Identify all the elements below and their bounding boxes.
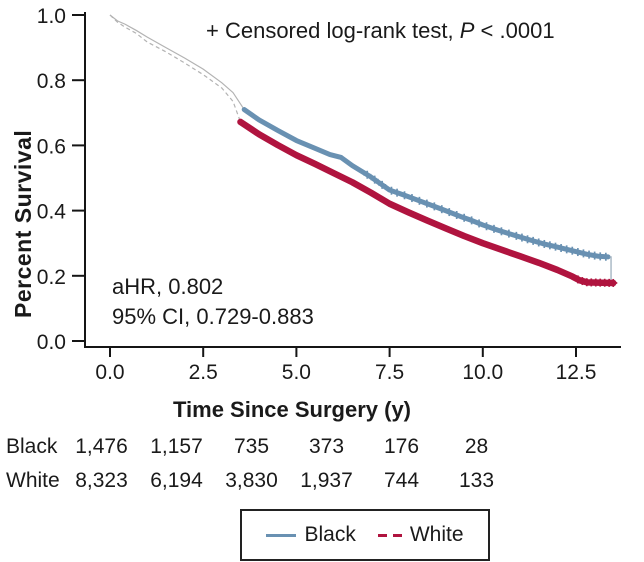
ahr-value: aHR, 0.802	[112, 274, 224, 299]
risk-count: 1,476	[75, 435, 128, 458]
white-curve	[237, 118, 617, 287]
legend: Black White	[240, 509, 490, 561]
censored-annotation-p: P	[459, 18, 475, 43]
y-tick-label: 0.4	[37, 201, 67, 224]
y-tick-label: 0.8	[37, 70, 66, 93]
number-at-risk-table: Black 1,476 1,157 735 373 176 28 White 8,323 6,19…	[0, 430, 644, 498]
legend-dashed-line-swatch	[377, 533, 402, 537]
risk-count: 3,830	[225, 469, 278, 492]
x-tick-label: 5.0	[282, 361, 311, 384]
x-tick-label: 10.0	[462, 361, 503, 384]
risk-count: 28	[464, 435, 489, 458]
censored-annotation: + Censored log-rank test, P < .0001	[206, 18, 555, 44]
risk-count: 744	[383, 469, 420, 492]
risk-count: 1,157	[150, 435, 203, 458]
x-tick-label: 7.5	[375, 361, 404, 384]
y-axis-title: Percent Survival	[10, 129, 36, 318]
x-tick-label: 2.5	[189, 361, 218, 384]
x-tick-label: 0.0	[95, 361, 124, 384]
censored-annotation-prefix: + Censored log-rank test,	[206, 18, 460, 43]
black-curve	[241, 107, 611, 260]
censored-annotation-suffix: < .0001	[474, 18, 555, 43]
confidence-interval: 95% CI, 0.729-0.883	[112, 304, 314, 329]
risk-count: 373	[308, 435, 345, 458]
risk-row-black: Black 1,476 1,157 735 373 176 28	[0, 430, 644, 464]
risk-row-white: White 8,323 6,194 3,830 1,937 744 133	[0, 464, 644, 498]
legend-item-white: White	[377, 523, 464, 547]
y-tick-label: 0.2	[37, 266, 66, 289]
x-tick-label: 12.5	[556, 361, 597, 384]
risk-count: 6,194	[150, 469, 203, 492]
y-tick-label: 0.0	[37, 331, 66, 354]
white-curve-lead-in	[109, 14, 242, 123]
legend-label: White	[409, 523, 464, 546]
hazard-ratio-annotation: aHR, 0.802 95% CI, 0.729-0.883	[112, 272, 314, 332]
black-curve-lead-in	[109, 14, 245, 110]
black-curve-final-step	[608, 256, 612, 280]
risk-row-label: White	[6, 469, 60, 492]
risk-count: 735	[233, 435, 270, 458]
survival-chart: 0.0 0.2 0.4 0.6 0.8 1.0 0.0 2.5 5.0 7.5 10.0 12.5	[37, 5, 621, 384]
y-tick-label: 1.0	[37, 5, 66, 28]
legend-item-black: Black	[266, 523, 356, 547]
y-tick-label: 0.6	[37, 135, 66, 158]
risk-row-label: Black	[6, 435, 58, 458]
x-axis-title: Time Since Surgery (y)	[172, 397, 411, 422]
risk-count: 8,323	[75, 469, 128, 492]
risk-count: 133	[458, 469, 495, 492]
risk-count: 1,937	[300, 469, 353, 492]
risk-count: 176	[383, 435, 420, 458]
legend-solid-line-swatch	[266, 533, 297, 537]
legend-label: Black	[304, 523, 356, 546]
